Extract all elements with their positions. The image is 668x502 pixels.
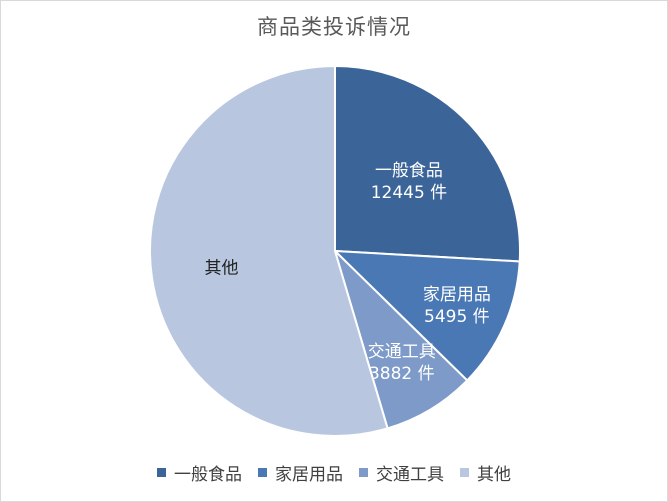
pie-slice-3	[149, 64, 389, 437]
legend-label-2: 交通工具	[376, 465, 444, 485]
slice-value-label-0: 12445 件	[371, 183, 447, 203]
slice-value-label-1: 5495 件	[424, 307, 490, 327]
pie-slice-2	[332, 247, 469, 430]
legend-label-1: 家居用品	[275, 465, 343, 485]
slice-label-2: 交通工具	[368, 342, 436, 362]
slice-label-1: 家居用品	[423, 285, 491, 305]
legend-item-1: 家居用品	[258, 460, 343, 485]
legend-item-2: 交通工具	[359, 460, 444, 485]
legend-label-0: 一般食品	[174, 465, 242, 485]
legend-swatch-2	[359, 468, 368, 477]
chart-legend: 一般食品 家居用品 交通工具 其他	[1, 460, 667, 485]
slice-value-label-2: 3882 件	[369, 364, 435, 384]
legend-swatch-1	[258, 468, 267, 477]
legend-swatch-3	[460, 468, 469, 477]
slice-label-0: 一般食品	[375, 161, 443, 181]
legend-item-0: 一般食品	[157, 460, 242, 485]
chart-title: 商品类投诉情况	[257, 15, 411, 39]
pie-slice-1	[332, 249, 521, 382]
legend-swatch-0	[157, 468, 166, 477]
legend-label-3: 其他	[477, 465, 511, 485]
legend-item-3: 其他	[460, 460, 511, 485]
slice-label-3: 其他	[204, 258, 238, 278]
pie-slice-0	[334, 64, 521, 263]
